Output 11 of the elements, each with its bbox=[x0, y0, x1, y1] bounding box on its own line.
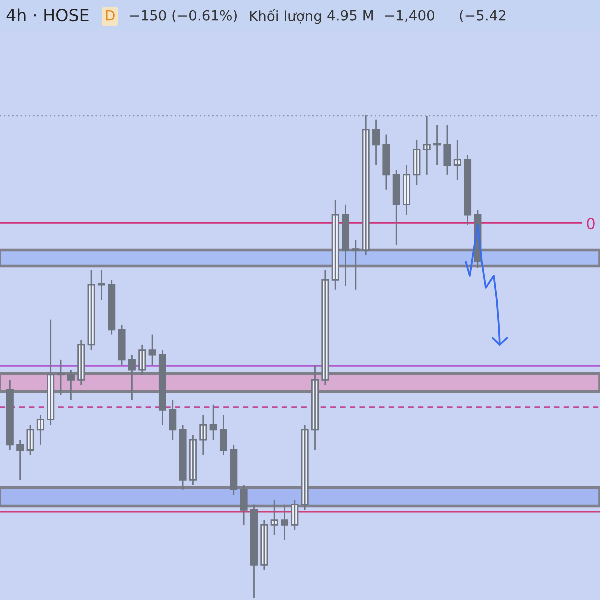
text: (−5.42 bbox=[460, 10, 506, 22]
text: 4.95 M bbox=[328, 10, 373, 21]
candlestick bbox=[148, 334, 156, 366]
chart-title: 4h · HOSE bbox=[6, 8, 89, 22]
text: D bbox=[106, 10, 115, 21]
candlestick bbox=[352, 239, 360, 291]
text: −150 (−0.61%) bbox=[130, 10, 237, 22]
text: 0 bbox=[587, 218, 595, 230]
candlestick bbox=[57, 359, 65, 396]
text: −1,400 bbox=[385, 10, 434, 22]
text: Khối lượng bbox=[250, 9, 322, 24]
